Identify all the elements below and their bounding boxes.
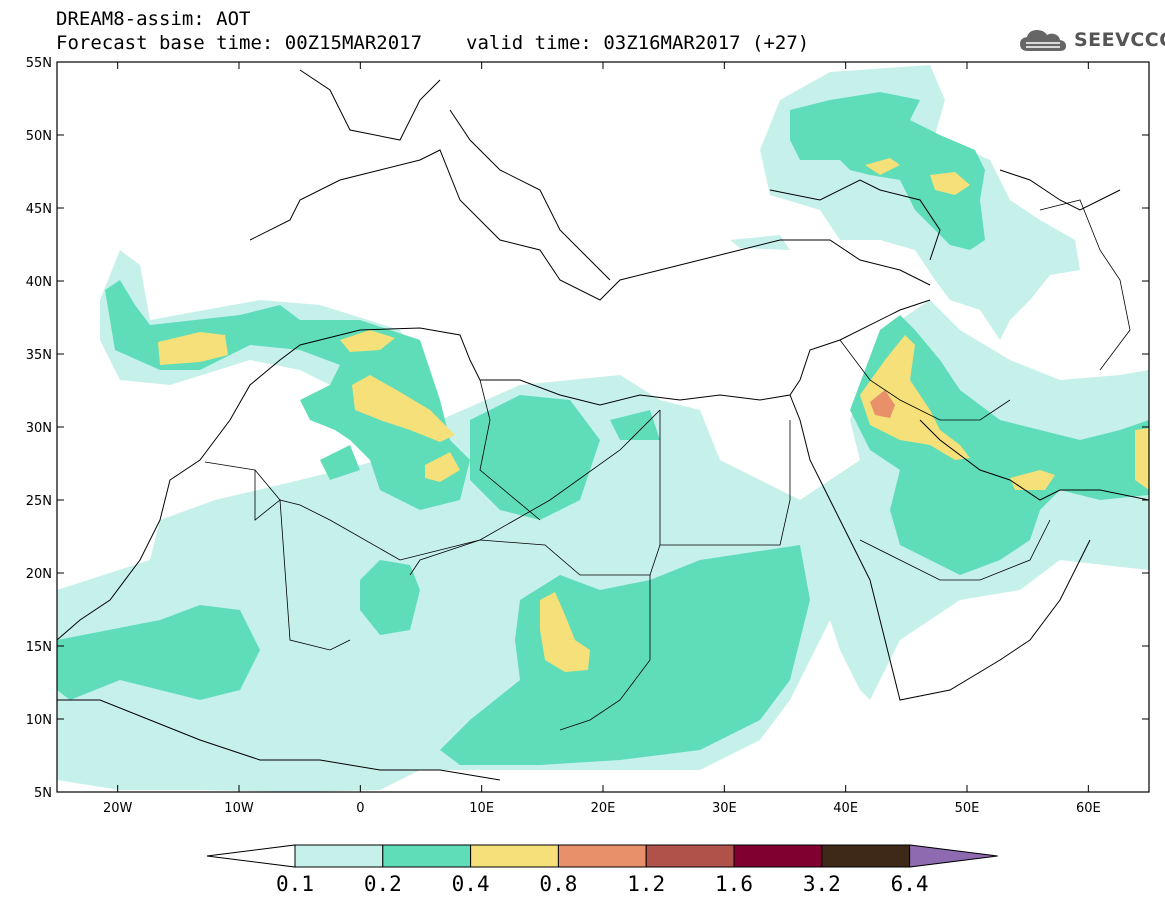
lat-label: 40N	[26, 275, 52, 290]
logo-text: SEEVCCC	[1074, 29, 1165, 51]
lat-label: 15N	[26, 640, 52, 655]
colorbar-over-arrow	[909, 844, 998, 868]
colorbar-box	[733, 844, 823, 868]
colorbar-label: 0.4	[451, 872, 490, 896]
colorbar-label: 0.1	[276, 872, 314, 896]
colorbar	[206, 844, 998, 868]
colorbar-label: 1.2	[627, 872, 666, 896]
colorbar-box	[470, 844, 559, 868]
colorbar-under-arrow	[206, 844, 296, 868]
colorbar-box	[821, 844, 911, 868]
aot-field	[57, 65, 1149, 792]
colorbar-label: 6.4	[890, 872, 929, 896]
colorbar-label: 0.8	[539, 872, 578, 896]
lat-label: 35N	[26, 348, 52, 363]
lat-label: 5N	[34, 786, 52, 801]
lon-label: 10E	[469, 801, 494, 816]
lon-label: 30E	[712, 801, 737, 816]
lat-label: 20N	[26, 567, 52, 582]
colorbar-label: 3.2	[802, 872, 841, 896]
lat-label: 50N	[26, 129, 52, 144]
lat-label: 25N	[26, 494, 52, 509]
lon-label: 50E	[955, 801, 980, 816]
colorbar-box	[382, 844, 472, 868]
map-title: DREAM8-assim: AOT	[56, 8, 251, 30]
lon-label: 10W	[224, 801, 254, 816]
aot-band-0.4	[158, 158, 1149, 672]
coastlines	[57, 69, 1149, 781]
colorbar-box	[557, 844, 647, 868]
valid-time-label: valid time: 03Z16MAR2017 (+27)	[466, 32, 810, 54]
longitude-axis: 20W 10W 0 10E 20E 30E 40E 50E 60E	[103, 62, 1101, 816]
forecast-time-line: Forecast base time: 00Z15MAR2017 valid ti…	[56, 32, 809, 54]
lon-label: 40E	[833, 801, 858, 816]
latitude-axis: 55N 50N 45N 40N 35N 30N 25N 20N 15N 10N 5N	[26, 56, 1149, 801]
lon-label: 0	[356, 801, 364, 816]
colorbar-label: 1.6	[715, 872, 753, 896]
seevccc-logo: SEEVCCC	[1018, 26, 1165, 54]
lat-label: 10N	[26, 713, 52, 728]
colorbar-box	[645, 844, 735, 868]
colorbar-box	[294, 844, 384, 868]
country-borders	[204, 199, 1131, 731]
colorbar-label: 0.2	[363, 872, 402, 896]
lon-label: 20W	[103, 801, 133, 816]
base-time-label: Forecast base time: 00Z15MAR2017	[56, 32, 423, 54]
lat-label: 30N	[26, 421, 52, 436]
lon-label: 20E	[591, 801, 616, 816]
cloud-icon	[1020, 30, 1066, 51]
lat-label: 45N	[26, 202, 52, 217]
aot-band-0.8	[870, 390, 895, 418]
lat-label: 55N	[26, 56, 52, 71]
lon-label: 60E	[1076, 801, 1101, 816]
